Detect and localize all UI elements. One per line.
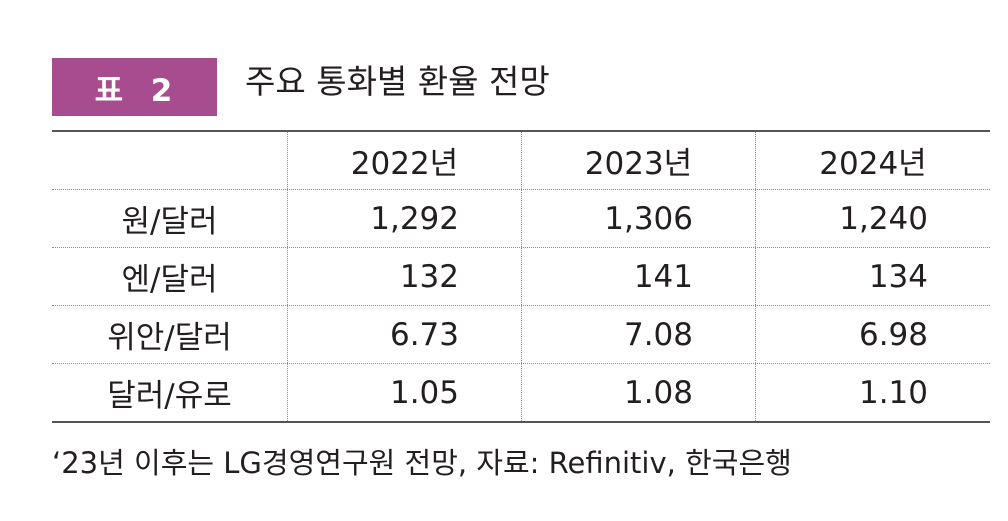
table-cell: 6.98 [858,316,928,353]
table-row: 원/달러 1,292 1,306 1,240 [52,190,990,248]
table-cell: 1,292 [288,190,522,247]
table-row: 달러/유로 1.05 1.08 1.10 [52,364,990,421]
table-cell: 132 [288,248,522,305]
table-cell: 7.08 [522,306,756,363]
table-cell: 141 [522,248,756,305]
row-label: 엔/달러 [52,248,288,305]
source-note: ‘23년 이후는 LG경영연구원 전망, 자료: Refinitiv, 한국은행 [52,446,792,480]
table-row: 위안/달러 6.73 7.08 6.98 [52,306,990,364]
table-number-label: 표 2 [94,72,175,109]
table-row: 엔/달러 132 141 134 [52,248,990,306]
header-cell-2023: 2023년 [522,132,756,189]
table-cell: 6.73 [288,306,522,363]
row-label: 위안/달러 [52,306,288,363]
table-cell: 1.10 [858,374,928,411]
table-cell: 1,240 [839,200,928,237]
header-cell-empty [52,132,288,189]
table-cell: 1.05 [288,364,522,421]
exchange-rate-table: 2022년 2023년 2024년 원/달러 1,292 1,306 1,240… [52,130,990,423]
table-cell: 134 [868,258,928,295]
table-number-badge: 표 2 [52,58,217,116]
table-title: 주요 통화별 환율 전망 [245,62,550,101]
table-header-row: 2022년 2023년 2024년 [52,132,990,190]
table-cell: 1,306 [522,190,756,247]
header-cell-2022: 2022년 [288,132,522,189]
header-cell-2024: 2024년 [819,146,927,182]
row-label: 달러/유로 [52,364,288,421]
row-label: 원/달러 [52,190,288,247]
table-cell: 1.08 [522,364,756,421]
